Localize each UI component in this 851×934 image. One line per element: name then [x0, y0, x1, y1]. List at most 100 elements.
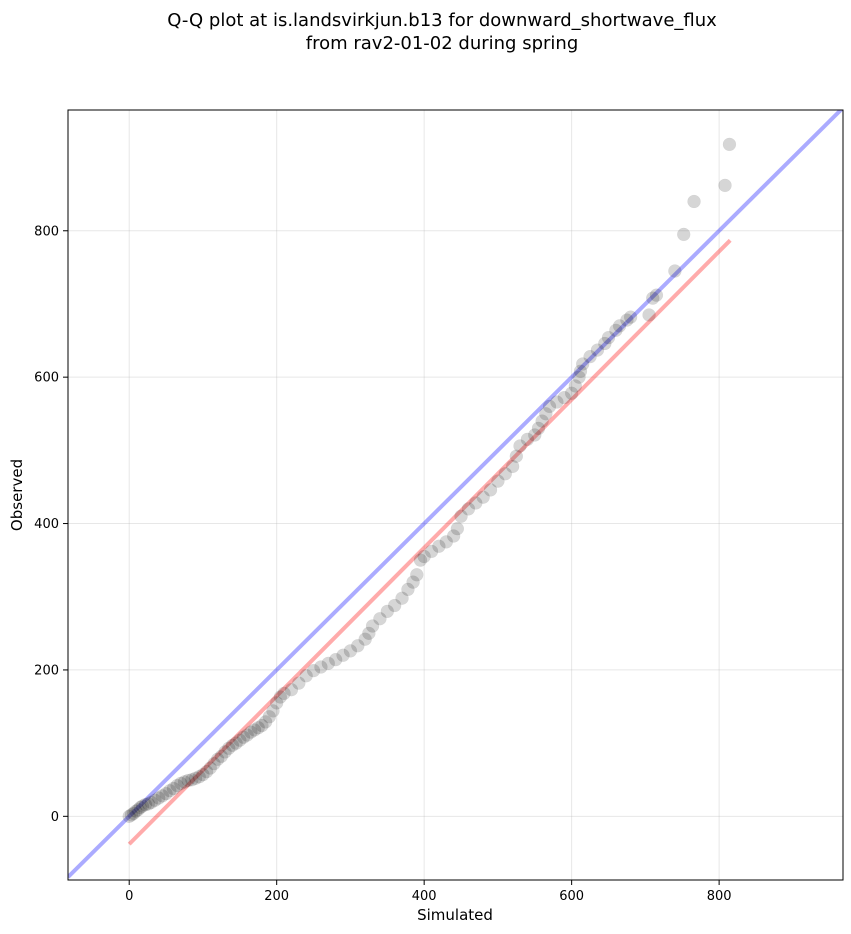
data-point	[505, 459, 520, 474]
data-point	[362, 626, 376, 641]
data-point	[417, 549, 431, 564]
data-point	[210, 752, 225, 766]
data-point	[240, 728, 254, 742]
data-point	[181, 773, 195, 788]
data-point	[476, 490, 490, 504]
data-point	[269, 696, 284, 710]
data-point	[222, 741, 236, 756]
data-point	[620, 313, 634, 327]
data-point	[177, 775, 192, 789]
data-point	[623, 310, 638, 324]
data-point	[461, 502, 476, 516]
data-point	[550, 395, 564, 409]
data-point	[380, 604, 395, 619]
data-point	[498, 467, 513, 481]
x-tick-label: 200	[264, 889, 289, 904]
y-tick-label: 400	[34, 517, 59, 532]
data-point	[646, 291, 660, 305]
x-axis-label: Simulated	[417, 906, 493, 924]
data-point	[225, 738, 240, 753]
data-point	[520, 432, 535, 447]
data-point	[129, 804, 143, 818]
data-point	[557, 390, 572, 405]
data-point	[188, 771, 203, 786]
data-point	[244, 725, 258, 739]
data-point	[131, 802, 145, 817]
data-point	[373, 611, 387, 626]
data-point	[262, 710, 277, 724]
data-point	[174, 776, 188, 791]
data-point	[255, 718, 269, 733]
y-tick-label: 800	[34, 224, 59, 239]
data-point	[135, 799, 150, 813]
data-point	[395, 591, 409, 605]
y-axis-ticks: 0 200 400 600 800	[34, 224, 68, 825]
data-point	[277, 686, 291, 701]
data-point	[170, 778, 184, 793]
data-point	[387, 598, 402, 613]
chart-title-line2: from rav2-01-02 during spring	[306, 33, 579, 54]
data-point	[601, 330, 616, 345]
x-tick-label: 600	[559, 889, 584, 904]
data-point	[450, 521, 465, 536]
data-point	[207, 756, 221, 771]
data-point	[314, 660, 328, 674]
data-point	[718, 178, 732, 193]
data-point	[513, 439, 527, 453]
data-point	[432, 539, 446, 553]
data-point	[133, 800, 148, 815]
data-point	[564, 386, 579, 401]
data-point	[676, 227, 691, 242]
data-point	[247, 723, 262, 737]
data-point	[528, 428, 542, 442]
data-point	[163, 783, 177, 798]
data-point	[151, 791, 166, 805]
x-tick-label: 800	[707, 889, 732, 904]
data-point	[542, 399, 557, 414]
data-point	[124, 808, 139, 822]
data-point	[509, 449, 524, 463]
data-points	[122, 137, 737, 824]
data-point	[424, 544, 439, 559]
data-point	[358, 632, 372, 646]
chart-title-line1: Q-Q plot at is.landsvirkjun.b13 for down…	[167, 10, 717, 31]
data-point	[299, 669, 313, 683]
x-tick-label: 0	[125, 889, 133, 904]
data-point	[185, 772, 199, 787]
data-point	[218, 745, 232, 759]
data-point	[572, 370, 586, 384]
data-point	[401, 582, 415, 597]
data-point	[568, 379, 583, 393]
data-point	[233, 733, 247, 747]
x-tick-label: 400	[412, 889, 437, 904]
data-point	[365, 619, 380, 633]
data-point	[469, 496, 483, 510]
data-point	[236, 730, 251, 745]
data-point	[668, 264, 682, 278]
data-point	[573, 364, 588, 379]
data-point	[609, 323, 623, 338]
data-point	[284, 682, 299, 697]
data-point	[406, 575, 420, 589]
data-point	[413, 553, 428, 567]
y-tick-label: 600	[34, 371, 59, 386]
data-point	[199, 764, 214, 779]
data-point	[343, 644, 358, 658]
data-point	[166, 781, 181, 796]
grid-lines	[68, 110, 843, 880]
data-point	[155, 789, 170, 803]
data-point	[336, 648, 350, 663]
data-point	[148, 793, 162, 807]
data-point	[306, 663, 321, 678]
data-point	[590, 343, 605, 357]
data-point	[649, 288, 664, 302]
data-point	[535, 414, 549, 428]
data-point	[266, 704, 280, 718]
data-point	[598, 336, 612, 351]
data-point	[483, 483, 498, 497]
data-point	[122, 809, 136, 824]
data-point	[192, 770, 207, 784]
x-axis-ticks: 0 200 400 600 800	[125, 880, 732, 904]
data-point	[328, 652, 343, 667]
